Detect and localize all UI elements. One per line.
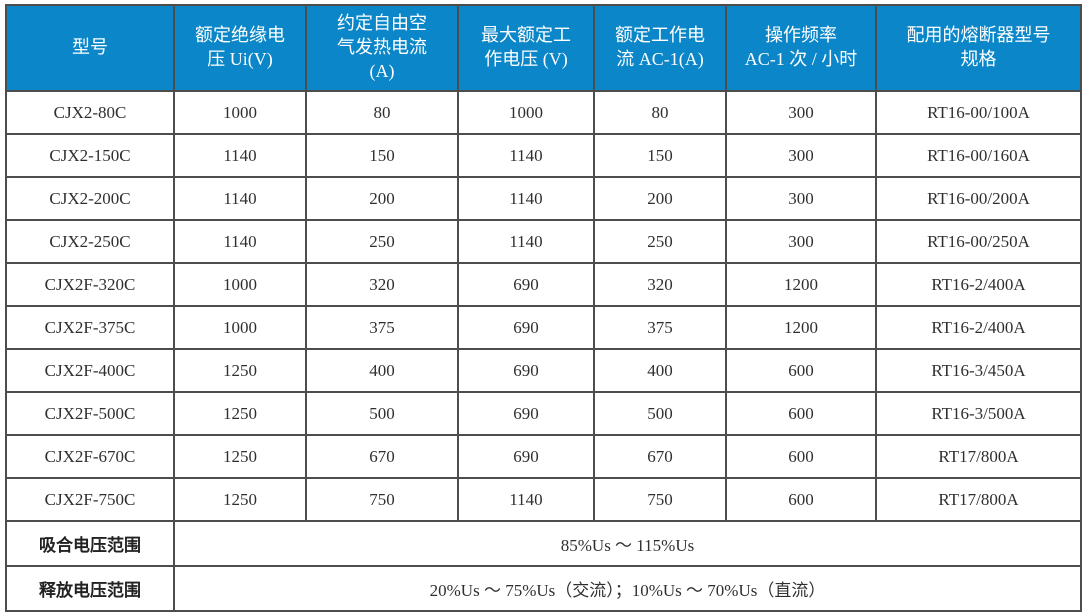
release-voltage-value: 20%Us ～ 75%Us（交流）；10%Us ～ 70%Us（直流） — [173, 565, 1082, 612]
column-header-max-working-voltage: 最大额定工 作电压 (V) — [457, 4, 595, 92]
model-cell: CJX2-200C — [5, 176, 175, 221]
pickup-voltage-row: 吸合电压范围 85%Us ～ 115%Us — [5, 520, 1082, 567]
value-cell: 1140 — [173, 133, 307, 178]
pickup-voltage-label: 吸合电压范围 — [5, 520, 175, 567]
value-cell: 750 — [305, 477, 459, 522]
table-row: CJX2-80C 1000 80 1000 80 300 RT16-00/100… — [5, 90, 1082, 135]
pickup-voltage-value: 85%Us ～ 115%Us — [173, 520, 1082, 567]
spec-table: 型号 额定绝缘电 压 Ui(V) 约定自由空 气发热电流 (A) 最大额定工 作… — [5, 4, 1082, 612]
fuse-cell: RT17/800A — [875, 477, 1082, 522]
value-cell: 1000 — [173, 262, 307, 307]
value-cell: 300 — [725, 133, 877, 178]
model-cell: CJX2-150C — [5, 133, 175, 178]
fuse-cell: RT17/800A — [875, 434, 1082, 479]
value-cell: 690 — [457, 434, 595, 479]
table-row: CJX2F-750C 1250 750 1140 750 600 RT17/80… — [5, 477, 1082, 522]
table-row: CJX2-250C 1140 250 1140 250 300 RT16-00/… — [5, 219, 1082, 264]
value-cell: 1140 — [173, 176, 307, 221]
release-voltage-label: 释放电压范围 — [5, 565, 175, 612]
value-cell: 500 — [305, 391, 459, 436]
value-cell: 690 — [457, 262, 595, 307]
value-cell: 1140 — [457, 133, 595, 178]
value-cell: 300 — [725, 90, 877, 135]
table-row: CJX2F-670C 1250 670 690 670 600 RT17/800… — [5, 434, 1082, 479]
fuse-cell: RT16-00/200A — [875, 176, 1082, 221]
model-cell: CJX2-80C — [5, 90, 175, 135]
model-cell: CJX2-250C — [5, 219, 175, 264]
table-row: CJX2F-320C 1000 320 690 320 1200 RT16-2/… — [5, 262, 1082, 307]
column-header-working-current: 额定工作电 流 AC-1(A) — [593, 4, 727, 92]
value-cell: 1250 — [173, 391, 307, 436]
value-cell: 690 — [457, 391, 595, 436]
value-cell: 690 — [457, 305, 595, 350]
value-cell: 600 — [725, 391, 877, 436]
column-header-operating-frequency: 操作频率 AC-1 次 / 小时 — [725, 4, 877, 92]
fuse-cell: RT16-2/400A — [875, 305, 1082, 350]
fuse-cell: RT16-2/400A — [875, 262, 1082, 307]
model-cell: CJX2F-500C — [5, 391, 175, 436]
value-cell: 690 — [457, 348, 595, 393]
model-cell: CJX2F-320C — [5, 262, 175, 307]
value-cell: 1250 — [173, 434, 307, 479]
value-cell: 600 — [725, 477, 877, 522]
value-cell: 200 — [593, 176, 727, 221]
value-cell: 1200 — [725, 305, 877, 350]
column-header-model: 型号 — [5, 4, 175, 92]
value-cell: 1140 — [173, 219, 307, 264]
value-cell: 400 — [305, 348, 459, 393]
table-row: CJX2-150C 1140 150 1140 150 300 RT16-00/… — [5, 133, 1082, 178]
value-cell: 300 — [725, 176, 877, 221]
fuse-cell: RT16-00/250A — [875, 219, 1082, 264]
column-header-fuse-spec: 配用的熔断器型号 规格 — [875, 4, 1082, 92]
model-cell: CJX2F-375C — [5, 305, 175, 350]
value-cell: 1000 — [457, 90, 595, 135]
model-cell: CJX2F-750C — [5, 477, 175, 522]
value-cell: 750 — [593, 477, 727, 522]
value-cell: 80 — [593, 90, 727, 135]
table-row: CJX2-200C 1140 200 1140 200 300 RT16-00/… — [5, 176, 1082, 221]
value-cell: 670 — [593, 434, 727, 479]
value-cell: 1000 — [173, 90, 307, 135]
value-cell: 150 — [305, 133, 459, 178]
value-cell: 300 — [725, 219, 877, 264]
value-cell: 1250 — [173, 477, 307, 522]
header-row: 型号 额定绝缘电 压 Ui(V) 约定自由空 气发热电流 (A) 最大额定工 作… — [5, 4, 1082, 92]
value-cell: 150 — [593, 133, 727, 178]
model-cell: CJX2F-400C — [5, 348, 175, 393]
value-cell: 250 — [305, 219, 459, 264]
value-cell: 600 — [725, 348, 877, 393]
value-cell: 375 — [305, 305, 459, 350]
value-cell: 1200 — [725, 262, 877, 307]
value-cell: 1000 — [173, 305, 307, 350]
fuse-cell: RT16-3/450A — [875, 348, 1082, 393]
value-cell: 375 — [593, 305, 727, 350]
value-cell: 500 — [593, 391, 727, 436]
value-cell: 1140 — [457, 477, 595, 522]
value-cell: 400 — [593, 348, 727, 393]
value-cell: 320 — [593, 262, 727, 307]
column-header-thermal-current: 约定自由空 气发热电流 (A) — [305, 4, 459, 92]
release-voltage-row: 释放电压范围 20%Us ～ 75%Us（交流）；10%Us ～ 70%Us（直… — [5, 565, 1082, 612]
table-row: CJX2F-375C 1000 375 690 375 1200 RT16-2/… — [5, 305, 1082, 350]
value-cell: 670 — [305, 434, 459, 479]
column-header-insulation-voltage: 额定绝缘电 压 Ui(V) — [173, 4, 307, 92]
value-cell: 1250 — [173, 348, 307, 393]
fuse-cell: RT16-00/100A — [875, 90, 1082, 135]
fuse-cell: RT16-00/160A — [875, 133, 1082, 178]
value-cell: 200 — [305, 176, 459, 221]
value-cell: 1140 — [457, 176, 595, 221]
value-cell: 1140 — [457, 219, 595, 264]
value-cell: 320 — [305, 262, 459, 307]
value-cell: 250 — [593, 219, 727, 264]
fuse-cell: RT16-3/500A — [875, 391, 1082, 436]
value-cell: 600 — [725, 434, 877, 479]
model-cell: CJX2F-670C — [5, 434, 175, 479]
page: 型号 额定绝缘电 压 Ui(V) 约定自由空 气发热电流 (A) 最大额定工 作… — [0, 4, 1085, 616]
table-row: CJX2F-500C 1250 500 690 500 600 RT16-3/5… — [5, 391, 1082, 436]
value-cell: 80 — [305, 90, 459, 135]
table-row: CJX2F-400C 1250 400 690 400 600 RT16-3/4… — [5, 348, 1082, 393]
